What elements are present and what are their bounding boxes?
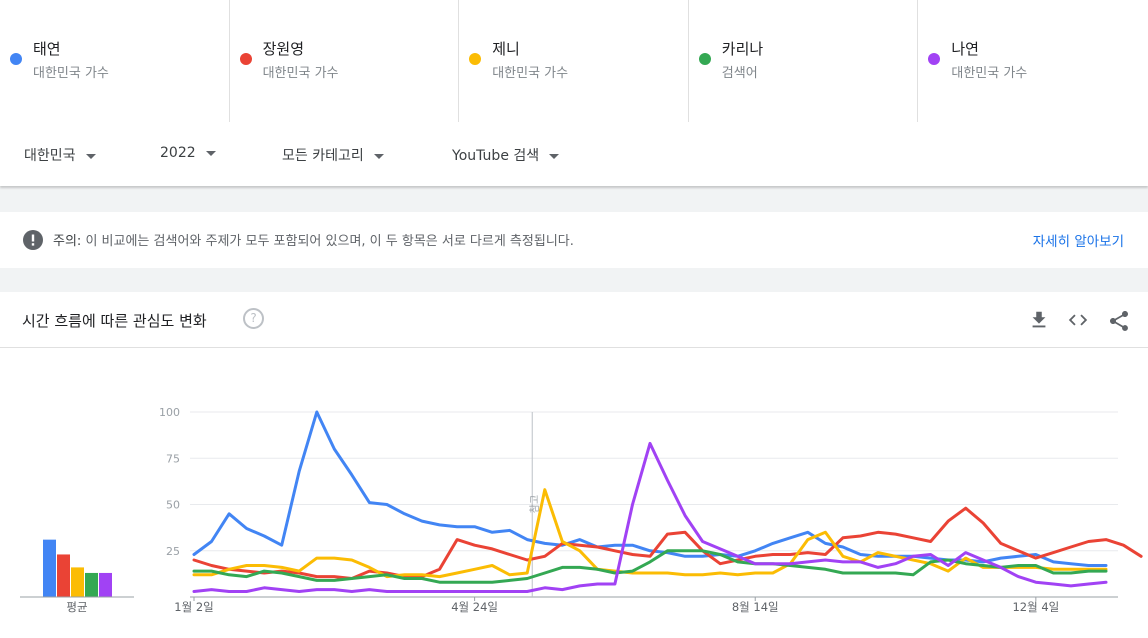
card-title: 시간 흐름에 따른 관심도 변화 (22, 312, 207, 330)
property-label: YouTube 검색 (452, 148, 540, 164)
dropdown-arrow-icon (85, 153, 96, 159)
term-subtitle: 대한민국 가수 (33, 66, 109, 81)
learn-more-link[interactable]: 자세히 알아보기 (1032, 234, 1124, 250)
term-card-5[interactable]: 나연 대한민국 가수 (918, 0, 1148, 122)
notice-text: 주의: 이 비교에는 검색어와 주제가 모두 포함되어 있으며, 이 두 항목은… (53, 230, 574, 249)
term-color-dot (928, 53, 941, 65)
filter-bar: 대한민국 2022 모든 카테고리 YouTube 검색 (0, 122, 1148, 186)
notice-prefix: 주의: (53, 234, 82, 249)
comparison-notice: 주의: 이 비교에는 검색어와 주제가 모두 포함되어 있으며, 이 두 항목은… (0, 212, 1148, 268)
term-card-4[interactable]: 카리나 검색어 (689, 0, 919, 122)
term-subtitle: 검색어 (721, 66, 758, 81)
term-name: 제니 (492, 40, 520, 58)
region-label: 대한민국 (24, 148, 76, 164)
term-color-dot (239, 53, 252, 65)
term-color-dot (10, 53, 22, 65)
term-color-dot (469, 53, 482, 65)
term-subtitle: 대한민국 가수 (492, 66, 569, 81)
category-dropdown[interactable]: 모든 카테고리 (282, 145, 384, 165)
property-dropdown[interactable]: YouTube 검색 (452, 145, 560, 165)
term-subtitle: 대한민국 가수 (951, 66, 1028, 81)
term-subtitle: 대한민국 가수 (262, 66, 339, 81)
term-name: 태연 (33, 40, 61, 58)
dropdown-arrow-icon (373, 153, 384, 159)
compare-terms-bar: 태연 대한민국 가수 장원영 대한민국 가수 제니 대한민국 가수 카리나 검색… (0, 0, 1148, 123)
term-color-dot (698, 53, 711, 65)
download-icon[interactable] (1028, 309, 1050, 331)
embed-icon[interactable] (1066, 309, 1090, 331)
term-name: 나연 (951, 40, 979, 58)
term-card-1[interactable]: 태연 대한민국 가수 (0, 0, 230, 122)
year-label: 2022 (160, 145, 196, 161)
term-card-2[interactable]: 장원영 대한민국 가수 (230, 0, 460, 122)
warning-icon (23, 230, 43, 250)
term-card-3[interactable]: 제니 대한민국 가수 (459, 0, 689, 122)
help-icon[interactable]: ? (243, 308, 264, 329)
dropdown-arrow-icon (549, 153, 560, 159)
year-dropdown[interactable]: 2022 (160, 145, 216, 161)
dropdown-arrow-icon (205, 150, 216, 156)
region-dropdown[interactable]: 대한민국 (24, 145, 96, 165)
notice-body: 이 비교에는 검색어와 주제가 모두 포함되어 있으며, 이 두 항목은 서로 … (85, 234, 574, 249)
term-name: 장원영 (262, 40, 304, 58)
category-label: 모든 카테고리 (282, 148, 364, 164)
share-icon[interactable] (1107, 309, 1131, 333)
interest-over-time-card: 시간 흐름에 따른 관심도 변화 ? (0, 292, 1148, 638)
term-name: 카리나 (721, 40, 764, 58)
card-divider (0, 347, 1148, 348)
